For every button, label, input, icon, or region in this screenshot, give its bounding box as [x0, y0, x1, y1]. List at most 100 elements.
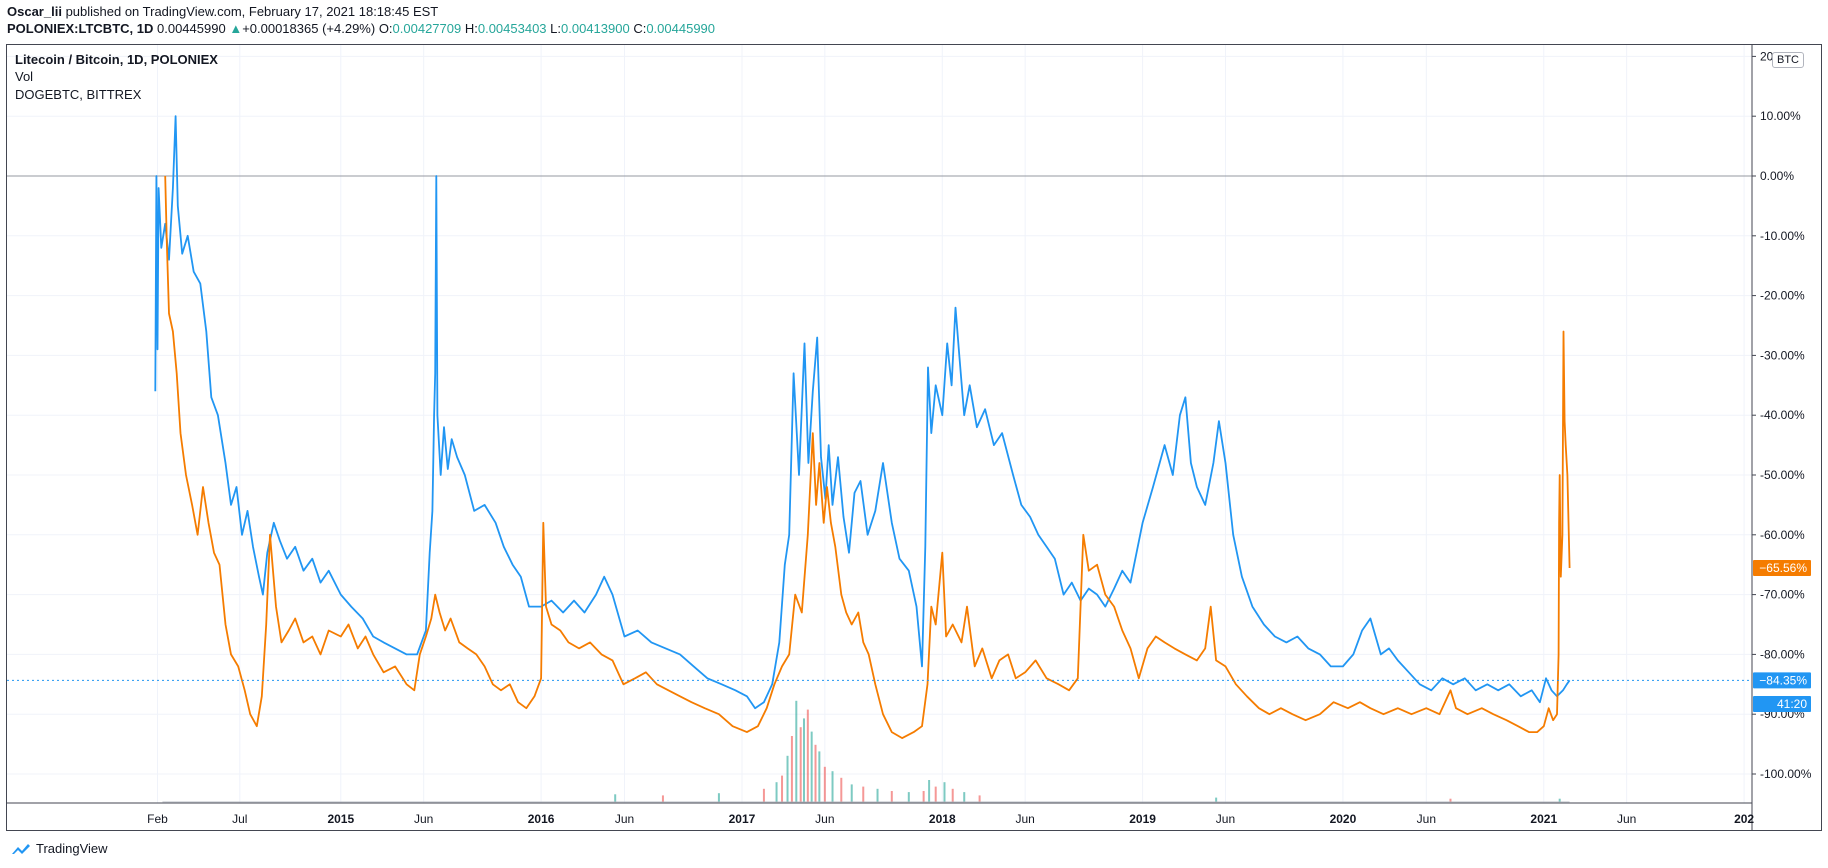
legend-compare-series[interactable]: DOGEBTC, BITTREX — [15, 87, 142, 102]
volume-bar-6 — [786, 755, 789, 802]
series-line-ltcbtc — [164, 175, 1571, 739]
y-tick-label-9: -70.00% — [1760, 588, 1805, 602]
x-tick-label-1: Jul — [232, 812, 247, 826]
x-tick-label-5: Jun — [615, 812, 634, 826]
y-tick-label-10: -80.00% — [1760, 647, 1805, 661]
x-tick-label-2: 2015 — [327, 812, 354, 826]
volume-bar-22 — [907, 792, 910, 802]
price-labels: −65.56% −84.35% 41:20 — [1753, 560, 1811, 713]
footer-brand-label: TradingView — [36, 841, 108, 856]
volume-bar-31 — [1449, 798, 1452, 802]
x-tick-label-8: 2018 — [929, 812, 956, 826]
x-tick-label-10: 2019 — [1129, 812, 1156, 826]
price-label-2: 41:20 — [1777, 697, 1807, 711]
volume-bar-13 — [814, 744, 817, 802]
volume-bar-8 — [795, 700, 798, 802]
symbol-label: POLONIEX:LTCBTC, 1D — [7, 21, 154, 36]
y-tick-label-6: -40.00% — [1760, 408, 1805, 422]
x-tick-label-3: Jun — [414, 812, 433, 826]
volume-bar-24 — [928, 780, 931, 802]
volume-bar-20 — [876, 788, 879, 802]
volume-bar-3 — [762, 788, 765, 802]
y-tick-label-1: 10.00% — [1760, 109, 1801, 123]
volume-bar-14 — [818, 751, 821, 802]
volume-bar-32 — [1558, 798, 1561, 802]
change-arrow-icon: ▲ — [229, 21, 243, 36]
y-tick-label-2: 0.00% — [1760, 169, 1794, 183]
high-value: 0.00453403 — [477, 21, 547, 36]
grid-lines — [7, 45, 1753, 831]
volume-bar-29 — [978, 795, 981, 802]
volume-bar-0 — [614, 794, 617, 802]
volume-bar-19 — [862, 786, 865, 802]
price-label-1: −84.35% — [1759, 673, 1807, 687]
author-name[interactable]: Oscar_lii — [7, 4, 62, 19]
publish-line: Oscar_lii published on TradingView.com, … — [7, 4, 438, 19]
legend-volume[interactable]: Vol — [15, 69, 34, 84]
x-tick-label-13: Jun — [1417, 812, 1436, 826]
volume-bar-15 — [823, 766, 826, 802]
high-label: H: — [464, 21, 478, 36]
x-tick-label-12: 2020 — [1330, 812, 1357, 826]
volume-bar-4 — [775, 782, 778, 802]
y-tick-label-4: -20.00% — [1760, 289, 1805, 303]
volume-bar-2 — [717, 793, 720, 802]
volume-bar-28 — [963, 792, 966, 802]
y-tick-label-7: -50.00% — [1760, 468, 1805, 482]
volume-bar-21 — [890, 791, 893, 802]
ohlc-line: POLONIEX:LTCBTC, 1D 0.00445990 ▲+0.00018… — [7, 21, 715, 36]
volume-bar-7 — [790, 736, 793, 802]
volume-bar-23 — [922, 791, 925, 802]
published-text: published on TradingView.com, February 1… — [65, 4, 439, 19]
chart-frame[interactable] — [6, 44, 1822, 831]
legend-main-series[interactable]: Litecoin / Bitcoin, 1D, POLONIEX — [15, 52, 218, 67]
price-change: +0.00018365 (+4.29%) — [242, 21, 376, 36]
series-line-dogebtc — [154, 115, 1571, 710]
low-label: L: — [550, 21, 562, 36]
price-axis: 20.00%10.00%0.00%-10.00%-20.00%-30.00%-4… — [1752, 49, 1812, 781]
x-tick-label-15: Jun — [1617, 812, 1636, 826]
volume-bar-30 — [1215, 797, 1218, 802]
x-tick-label-16: 202 — [1734, 812, 1754, 826]
time-axis: Feb Jul 2015 Jun 2016 Jun 2017 Jun 2018 Jun 2019 Ju… — [147, 812, 1754, 826]
x-tick-label-0: Feb — [147, 812, 168, 826]
price-label-bg-0 — [1753, 560, 1811, 577]
price-label-0: −65.56% — [1759, 561, 1807, 575]
close-label: C: — [633, 21, 647, 36]
series-lines — [7, 115, 1752, 739]
currency-badge[interactable]: BTC — [1772, 52, 1804, 68]
volume-bar-26 — [943, 782, 946, 802]
volume-bar-18 — [850, 784, 853, 802]
price-label-bg-1 — [1753, 672, 1811, 689]
x-tick-label-9: Jun — [1015, 812, 1034, 826]
volume-bar-17 — [840, 777, 843, 802]
volume-bar-11 — [806, 709, 809, 802]
x-tick-label-11: Jun — [1216, 812, 1235, 826]
open-value: 0.00427709 — [392, 21, 462, 36]
volume-bar-10 — [802, 718, 805, 802]
y-tick-label-5: -30.00% — [1760, 348, 1805, 362]
volume-bars — [162, 700, 1570, 803]
volume-bar-9 — [799, 727, 802, 802]
volume-bar-12 — [810, 731, 813, 802]
last-price: 0.00445990 — [157, 21, 226, 36]
open-label: O: — [378, 21, 393, 36]
low-value: 0.00413900 — [561, 21, 630, 36]
x-tick-label-14: 2021 — [1530, 812, 1557, 826]
price-label-bg-2 — [1753, 696, 1811, 713]
x-tick-label-4: 2016 — [528, 812, 555, 826]
y-tick-label-8: -60.00% — [1760, 528, 1805, 542]
y-tick-label-3: -10.00% — [1760, 229, 1805, 243]
y-tick-label-12: -100.00% — [1760, 767, 1812, 781]
volume-bar-25 — [934, 786, 937, 802]
volume-bar-1 — [661, 795, 664, 802]
x-tick-label-7: Jun — [815, 812, 834, 826]
x-tick-label-6: 2017 — [729, 812, 756, 826]
volume-bar-27 — [951, 788, 954, 802]
footer-brand[interactable]: TradingView — [8, 841, 108, 856]
tradingview-cloud-icon — [12, 843, 30, 854]
volume-bar-5 — [781, 775, 784, 802]
volume-bar-16 — [831, 771, 834, 802]
close-value: 0.00445990 — [646, 21, 716, 36]
